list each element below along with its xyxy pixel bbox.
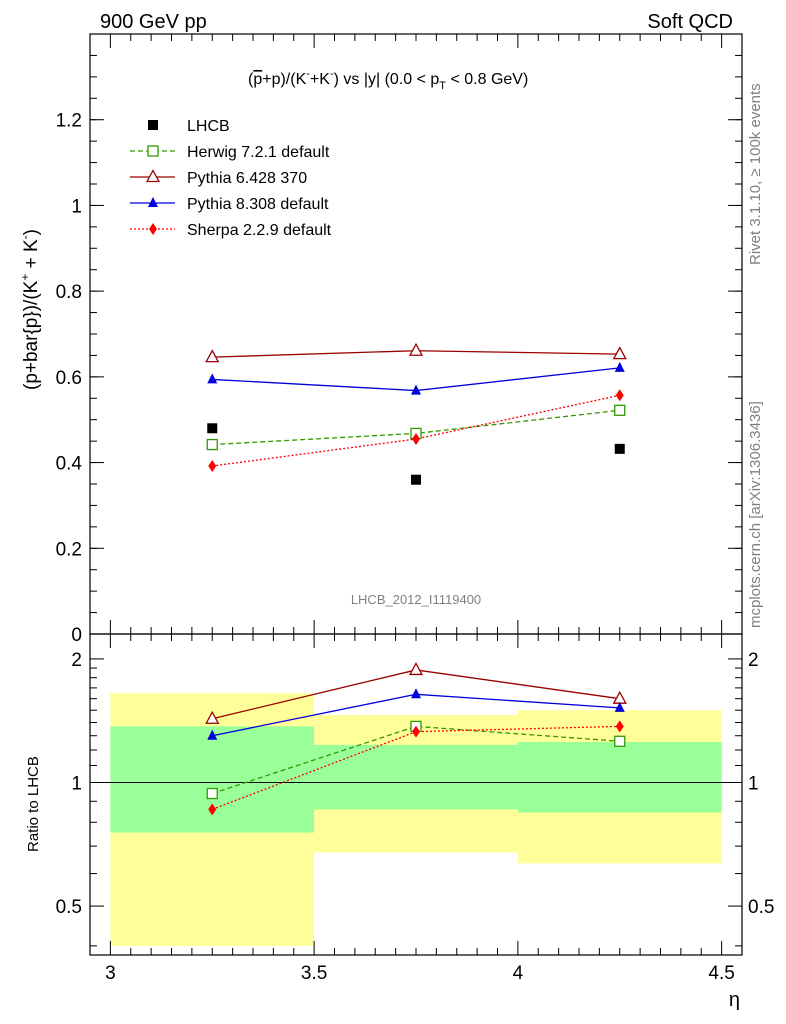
main-point-3-2 bbox=[614, 361, 625, 372]
main-point-4-1 bbox=[412, 433, 420, 445]
legend-label-0: LHCB bbox=[187, 118, 230, 135]
main-ytick-label: 0.2 bbox=[56, 539, 82, 560]
ratio-point-3-1 bbox=[412, 725, 420, 738]
ratio-ytick-label-right: 0.5 bbox=[748, 897, 774, 918]
legend-label-1: Herwig 7.2.1 default bbox=[187, 144, 330, 161]
main-ytick-label: 0.6 bbox=[56, 368, 82, 389]
green-band-2 bbox=[517, 742, 722, 813]
ratio-xtick-label: 3 bbox=[105, 963, 116, 984]
main-ytick-label: 0 bbox=[71, 625, 82, 646]
ratio-point-2-1 bbox=[411, 688, 421, 699]
ratio-ylabel: Ratio to LHCB bbox=[25, 756, 42, 852]
legend-marker-2 bbox=[145, 169, 161, 183]
ratio-point-2-2 bbox=[614, 701, 625, 712]
ratio-xtick-label: 4.5 bbox=[708, 963, 734, 984]
green-band-0 bbox=[110, 726, 315, 833]
main-ytick-label: 0.8 bbox=[56, 282, 82, 303]
ratio-plot-area: 3 3.5 4 4.5 0.5 0.5 1 1 2 2 bbox=[56, 633, 774, 984]
main-point-4-0 bbox=[208, 460, 217, 472]
green-band-1 bbox=[314, 744, 518, 810]
rivet-version-text: Rivet 3.1.10, ≥ 100k events bbox=[747, 83, 764, 265]
main-point-2-1 bbox=[408, 342, 424, 356]
ratio-ytick-label-left: 2 bbox=[71, 650, 82, 671]
ratio-series-line-3 bbox=[212, 725, 620, 810]
ratio-point-2-0 bbox=[207, 729, 218, 740]
ratio-xtick-label: 4 bbox=[513, 963, 524, 984]
ratio-uncertainty-bands bbox=[110, 693, 722, 946]
header-left-title: 900 GeV pp bbox=[100, 11, 207, 33]
legend-label-4: Sherpa 2.2.9 default bbox=[187, 222, 332, 239]
mcplots-citation-text: mcplots.cern.ch [arXiv:1306.3436] bbox=[747, 401, 764, 628]
ratio-point-3-2 bbox=[615, 720, 624, 733]
main-point-2-0 bbox=[205, 349, 220, 363]
main-point-2-2 bbox=[612, 346, 627, 360]
main-plot-area: 0 0.2 0.4 0.6 0.8 1 1.2 bbox=[56, 33, 743, 646]
main-point-0-1 bbox=[411, 474, 421, 485]
main-ytick-label: 0.4 bbox=[56, 454, 83, 475]
analysis-id-watermark: LHCB_2012_I1119400 bbox=[351, 592, 481, 607]
main-point-4-2 bbox=[615, 389, 624, 402]
main-point-3-0 bbox=[207, 373, 218, 384]
legend-marker-3 bbox=[148, 197, 158, 207]
ratio-xtick-label: 3.5 bbox=[301, 963, 327, 984]
ratio-point-0-2 bbox=[614, 735, 626, 747]
main-point-0-2 bbox=[614, 443, 625, 454]
main-plot-title: (p+p)/(K-+K-) vs |y| (0.0 < pT < 0.8 GeV… bbox=[248, 68, 528, 92]
ratio-ytick-label-right: 1 bbox=[748, 773, 759, 794]
ratio-point-3-0 bbox=[208, 803, 217, 816]
main-point-0-0 bbox=[207, 423, 218, 434]
legend: LHCB Herwig 7.2.1 default Pythia 6.428 370… bbox=[130, 118, 332, 239]
main-ytick-label: 1 bbox=[71, 196, 82, 217]
ratio-point-1-1 bbox=[408, 662, 424, 676]
main-point-3-1 bbox=[411, 384, 421, 395]
legend-marker-1 bbox=[147, 145, 159, 157]
main-point-1-0 bbox=[206, 438, 218, 451]
legend-label-2: Pythia 6.428 370 bbox=[187, 170, 307, 187]
main-ytick-label: 1.2 bbox=[56, 111, 82, 132]
ratio-point-0-0 bbox=[206, 787, 218, 800]
ratio-ytick-label-right: 2 bbox=[748, 650, 759, 671]
legend-marker-4 bbox=[149, 223, 157, 235]
legend-marker-0 bbox=[148, 120, 158, 130]
legend-label-3: Pythia 8.308 default bbox=[187, 196, 329, 213]
ratio-point-1-0 bbox=[205, 710, 220, 724]
header-right-title: Soft QCD bbox=[647, 11, 733, 33]
main-point-1-2 bbox=[614, 404, 626, 416]
ratio-ytick-label-left: 0.5 bbox=[56, 897, 82, 918]
main-ylabel: (p+bar{p})/(K+ + K-) bbox=[18, 229, 42, 390]
ratio-xlabel: η bbox=[729, 989, 740, 1011]
ratio-ytick-label-left: 1 bbox=[71, 773, 82, 794]
